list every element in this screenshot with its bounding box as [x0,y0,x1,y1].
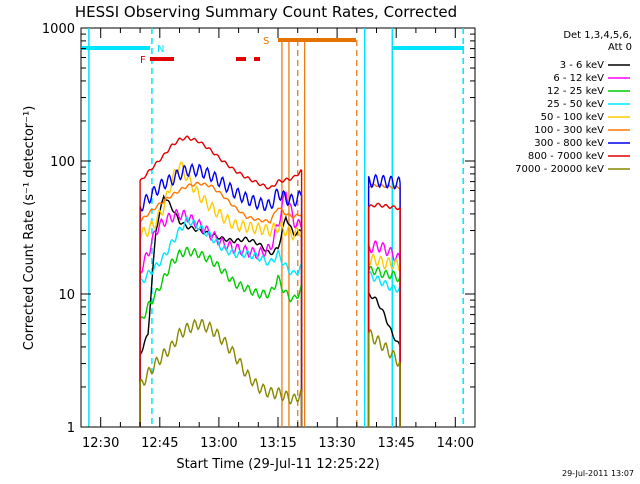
x-tick-label: 13:00 [200,436,237,451]
x-tick-label: 13:15 [259,436,296,451]
series-line-5-seg-1 [367,183,401,427]
series-line-3-seg-0 [139,216,303,427]
y-tick-label: 1 [67,421,75,436]
x-tick-label: 13:45 [377,436,414,451]
legend-label: 25 - 50 keV [547,99,604,110]
series-line-4-seg-0 [139,161,303,427]
flag-bars: NF S [82,36,464,66]
y-axis: 1 10 100 1000 [42,22,475,436]
flag-label-n: N [157,44,164,55]
series-line-8-seg-1 [367,329,401,427]
series-line-6-seg-1 [367,173,401,427]
series-lines [139,135,401,427]
legend-label: 100 - 300 keV [534,125,604,136]
series-line-1-seg-0 [139,191,303,427]
legend-label: 7000 - 20000 keV [515,164,604,175]
x-tick-label: 13:30 [318,436,355,451]
series-line-7-seg-1 [367,202,401,427]
flag-label-s: S [263,36,269,47]
x-axis-label: Start Time (29-Jul-11 12:25:22) [176,457,379,472]
series-line-3-seg-1 [367,271,401,427]
y-tick-label: 100 [50,155,75,170]
x-tick-label: 12:45 [141,436,178,451]
legend: Det 1,3,4,5,6,Att 0 3 - 6 keV 6 - 12 keV 12… [515,30,632,175]
series-line-8-seg-0 [139,318,303,427]
series-line-0-seg-0 [139,194,303,427]
series-line-2-seg-1 [367,265,401,427]
legend-label: 12 - 25 keV [547,86,604,97]
chart-title: HESSI Observing Summary Count Rates, Cor… [75,3,457,21]
legend-header-2: Att 0 [608,42,632,53]
legend-label: 6 - 12 keV [553,73,604,84]
legend-label: 300 - 800 keV [534,138,604,149]
legend-label: 800 - 7000 keV [528,151,604,162]
legend-label: 50 - 100 keV [541,112,605,123]
series-line-2-seg-0 [139,246,303,427]
legend-label: 3 - 6 keV [560,60,604,71]
series-line-4-seg-1 [367,253,401,427]
y-tick-label: 10 [58,288,75,303]
series-line-0-seg-1 [367,292,401,427]
series-line-6-seg-0 [139,162,303,427]
legend-header-1: Det 1,3,4,5,6, [563,30,632,41]
x-axis: 12:30 12:45 13:00 13:15 13:30 13:45 14:00 [80,28,476,451]
y-tick-label: 1000 [42,22,75,37]
flag-label-f: F [140,55,146,66]
series-line-5-seg-0 [139,181,303,427]
y-axis-label: Corrected Count Rate (s⁻¹ detector⁻¹) [22,106,37,351]
x-tick-label: 14:00 [437,436,474,451]
series-line-7-seg-0 [139,135,303,427]
timestamp: 29-Jul-2011 13:07 [562,469,634,478]
x-tick-label: 12:30 [82,436,119,451]
